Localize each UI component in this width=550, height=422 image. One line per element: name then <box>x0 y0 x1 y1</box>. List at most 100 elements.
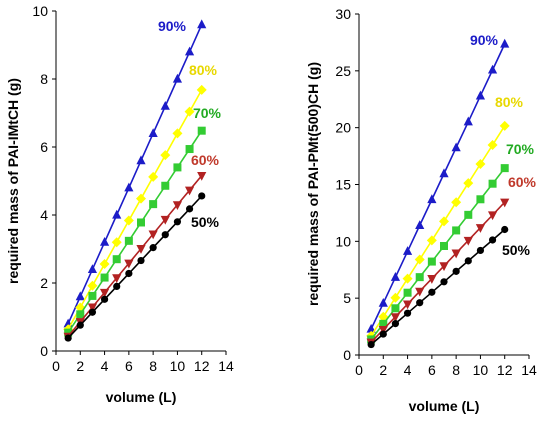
data-point <box>366 323 376 333</box>
data-point <box>160 101 170 110</box>
data-point <box>100 273 109 282</box>
x-tick-label: 14 <box>218 358 234 374</box>
data-point <box>111 237 122 248</box>
data-point <box>367 340 375 349</box>
data-point <box>184 46 195 56</box>
data-point <box>124 182 134 192</box>
data-point <box>463 236 473 246</box>
y-tick-label: 25 <box>335 63 351 79</box>
data-point <box>160 215 170 225</box>
data-point <box>487 211 498 221</box>
data-point <box>112 209 122 219</box>
series-60pct: 60% <box>63 152 220 342</box>
data-point <box>198 192 206 200</box>
series-line <box>67 175 203 337</box>
x-tick-label: 2 <box>379 362 387 378</box>
data-point <box>402 246 413 255</box>
data-point <box>197 126 206 135</box>
data-point <box>500 198 510 208</box>
x-tick-label: 8 <box>452 362 460 378</box>
data-point <box>440 241 448 250</box>
data-point <box>196 84 207 95</box>
x-tick-label: 4 <box>101 358 109 374</box>
data-point <box>172 128 183 139</box>
data-point <box>123 215 134 226</box>
data-point <box>88 291 97 300</box>
data-point <box>64 328 73 337</box>
data-point <box>149 200 158 209</box>
x-tick-label: 10 <box>170 358 186 374</box>
data-point <box>476 195 485 204</box>
data-point <box>464 210 473 219</box>
data-point <box>451 142 461 152</box>
data-point <box>415 220 425 230</box>
data-point <box>487 64 498 74</box>
y-tick-label: 4 <box>40 207 48 223</box>
data-point <box>87 280 98 291</box>
series-70pct: 70% <box>64 105 222 337</box>
data-point <box>403 309 412 317</box>
data-point <box>402 300 413 310</box>
series-line <box>370 201 506 343</box>
data-point <box>64 334 72 342</box>
series-60pct: 60% <box>366 174 537 348</box>
data-point <box>500 38 510 48</box>
data-point <box>378 297 388 307</box>
data-point <box>161 231 169 239</box>
series-50pct: 50% <box>367 225 531 349</box>
data-point <box>87 264 98 273</box>
data-point <box>390 313 401 323</box>
data-point <box>87 303 98 313</box>
data-point <box>391 320 400 328</box>
data-point <box>136 193 146 204</box>
series-line <box>370 125 506 337</box>
series-label: 80% <box>189 62 218 78</box>
x-tick-label: 0 <box>355 362 363 378</box>
data-point <box>452 226 461 235</box>
data-point <box>99 258 110 269</box>
x-axis-title: volume (L) <box>409 398 480 414</box>
data-point <box>197 19 207 29</box>
data-point <box>439 216 449 227</box>
data-point <box>427 257 436 266</box>
data-point <box>426 235 437 246</box>
x-tick-label: 12 <box>194 358 210 374</box>
data-point <box>378 311 389 322</box>
series-label: 70% <box>193 105 222 121</box>
data-point <box>475 159 486 170</box>
series-label: 70% <box>506 141 535 157</box>
data-point <box>475 90 486 100</box>
x-tick-label: 6 <box>428 362 436 378</box>
series-line <box>67 130 203 334</box>
series-label: 60% <box>191 152 220 168</box>
data-point <box>99 288 110 298</box>
data-point <box>440 278 448 286</box>
data-point <box>76 310 85 319</box>
data-point <box>452 267 460 275</box>
data-point <box>378 325 388 335</box>
data-point <box>100 295 109 303</box>
data-point <box>185 205 194 213</box>
series-label: 50% <box>502 242 531 258</box>
series-line <box>67 24 203 325</box>
data-point <box>416 299 424 307</box>
y-axis-title: required mass of PAI-IMtCH (g) <box>5 78 21 284</box>
data-point <box>379 319 388 328</box>
y-tick-label: 15 <box>335 177 351 193</box>
y-tick-label: 10 <box>335 233 351 249</box>
y-tick-label: 10 <box>32 3 48 19</box>
data-point <box>487 139 498 150</box>
data-point <box>439 262 449 272</box>
y-tick-label: 6 <box>40 139 48 155</box>
data-point <box>414 254 425 265</box>
data-point <box>137 218 145 227</box>
data-point <box>463 178 474 189</box>
series-80pct: 80% <box>366 94 524 341</box>
x-tick-label: 14 <box>521 362 537 378</box>
x-tick-label: 2 <box>76 358 84 374</box>
x-tick-label: 4 <box>404 362 412 378</box>
data-point <box>390 272 401 281</box>
data-point <box>124 236 133 245</box>
